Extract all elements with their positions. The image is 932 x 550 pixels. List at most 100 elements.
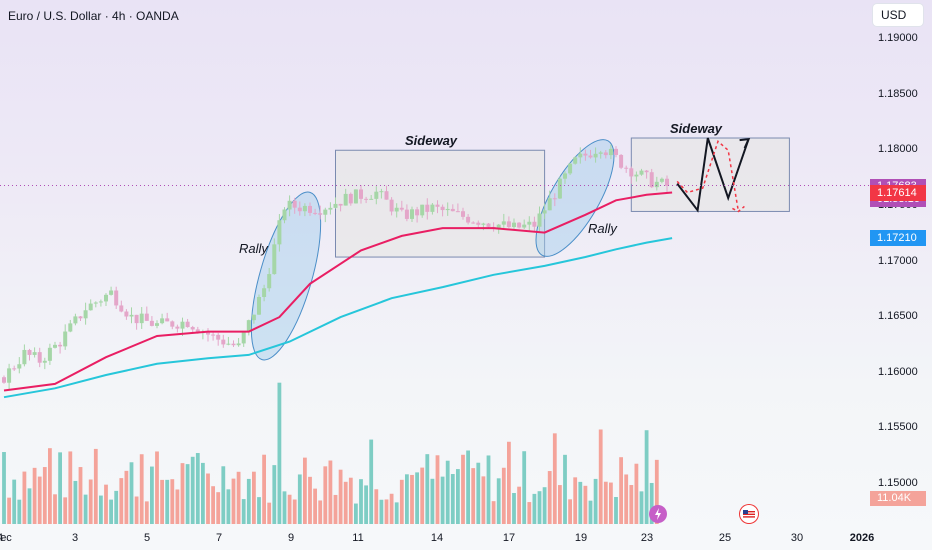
candle-body bbox=[537, 213, 542, 227]
volume-bar bbox=[450, 474, 455, 524]
volume-bar bbox=[303, 457, 307, 524]
x-tick-label: 14 bbox=[430, 532, 444, 544]
volume-bar bbox=[206, 473, 210, 524]
us-flag-icon[interactable] bbox=[740, 505, 758, 523]
candle-body bbox=[313, 212, 318, 214]
volume-bar bbox=[598, 429, 603, 524]
candle-body bbox=[231, 343, 236, 346]
volume-bar bbox=[308, 476, 312, 524]
volume-bar bbox=[629, 485, 634, 524]
y-tick-label: 1.17000 bbox=[878, 254, 918, 267]
volume-bar bbox=[42, 467, 47, 524]
candle-body bbox=[206, 332, 210, 335]
candle-body bbox=[83, 310, 88, 319]
volume-bar bbox=[27, 488, 32, 524]
volume-bar bbox=[282, 491, 287, 524]
volume-bar bbox=[394, 502, 399, 524]
candle-body bbox=[32, 352, 37, 355]
candle-body bbox=[267, 274, 272, 289]
volume-bar bbox=[93, 448, 98, 524]
candle-body bbox=[149, 320, 154, 326]
volume-bar bbox=[461, 454, 465, 524]
volume-bar bbox=[568, 499, 572, 524]
currency-button[interactable]: USD bbox=[873, 4, 923, 26]
volume-bar bbox=[2, 452, 6, 524]
x-tick-label: 11 bbox=[352, 532, 364, 544]
candle-body bbox=[165, 318, 170, 322]
volume-bar bbox=[532, 493, 537, 524]
volume-bar bbox=[619, 457, 623, 524]
volume-bar bbox=[501, 467, 506, 524]
volume-bar bbox=[338, 469, 343, 524]
candle-body bbox=[634, 174, 639, 177]
volume-bar bbox=[425, 454, 430, 524]
volume-bar bbox=[201, 462, 205, 524]
candle-body bbox=[343, 193, 348, 206]
sideway-box-1[interactable] bbox=[335, 149, 546, 258]
candle-body bbox=[389, 199, 394, 212]
candle-body bbox=[665, 178, 669, 186]
projection-dashed-path[interactable] bbox=[676, 139, 740, 212]
volume-bar bbox=[430, 478, 435, 524]
volume-bar bbox=[481, 476, 486, 524]
volume-bar bbox=[119, 478, 124, 524]
candle-body bbox=[129, 314, 134, 317]
candle-body bbox=[68, 323, 73, 332]
candle-body bbox=[359, 189, 363, 199]
lightning-icon[interactable] bbox=[649, 505, 667, 523]
candle-body bbox=[486, 223, 491, 227]
candle-body bbox=[450, 208, 455, 212]
sideway-box-2[interactable] bbox=[630, 137, 790, 212]
candle-body bbox=[292, 200, 297, 208]
volume-bar bbox=[297, 474, 302, 524]
volume-bar bbox=[593, 478, 598, 524]
x-tick-label: 19 bbox=[574, 532, 588, 544]
volume-bar bbox=[12, 479, 17, 524]
y-tick-label: 1.19000 bbox=[878, 32, 918, 44]
y-tick-label: 1.18000 bbox=[878, 143, 918, 156]
x-tick-label: 3 bbox=[71, 532, 79, 544]
candle-body bbox=[481, 223, 486, 225]
volume-bar bbox=[150, 466, 154, 524]
x-tick-label: 5 bbox=[143, 532, 151, 544]
candle-body bbox=[170, 321, 175, 327]
x-tick-label: 30 bbox=[790, 532, 804, 544]
ema-fast-line bbox=[3, 191, 673, 392]
candle-body bbox=[262, 288, 267, 297]
volume-bar bbox=[262, 454, 266, 524]
volume-bar bbox=[292, 499, 297, 524]
candle-body bbox=[578, 153, 583, 158]
annotation-sideway-right: Sideway bbox=[670, 121, 723, 136]
ema-slow-line bbox=[3, 237, 673, 399]
projection-path[interactable] bbox=[676, 137, 750, 213]
volume-bar bbox=[17, 499, 22, 524]
volume-bar bbox=[603, 481, 608, 524]
volume-bar bbox=[83, 494, 88, 524]
volume-bar bbox=[195, 453, 200, 524]
volume-bar bbox=[88, 479, 93, 524]
candle-body bbox=[471, 222, 476, 224]
candle-body bbox=[328, 207, 333, 210]
volume-bar bbox=[139, 454, 144, 524]
volume-bar bbox=[104, 484, 108, 524]
volume-bar bbox=[471, 468, 476, 524]
candle-body bbox=[445, 208, 450, 211]
volume-bar bbox=[609, 482, 613, 524]
candle-body bbox=[552, 198, 557, 200]
volume-bar bbox=[78, 467, 83, 524]
candle-body bbox=[308, 205, 312, 213]
volume-bar bbox=[53, 494, 57, 524]
candle-body bbox=[619, 154, 624, 168]
candle-body bbox=[425, 204, 430, 212]
y-tick-label: 1.15000 bbox=[878, 477, 918, 489]
candle-body bbox=[190, 327, 195, 330]
candle-body bbox=[501, 221, 506, 225]
volume-bar bbox=[415, 472, 419, 524]
volume-bar bbox=[144, 501, 149, 524]
volume-bar bbox=[496, 478, 501, 524]
candle-body bbox=[175, 326, 180, 329]
volume-bar bbox=[435, 455, 440, 524]
x-tick-label: 25 bbox=[718, 532, 732, 544]
